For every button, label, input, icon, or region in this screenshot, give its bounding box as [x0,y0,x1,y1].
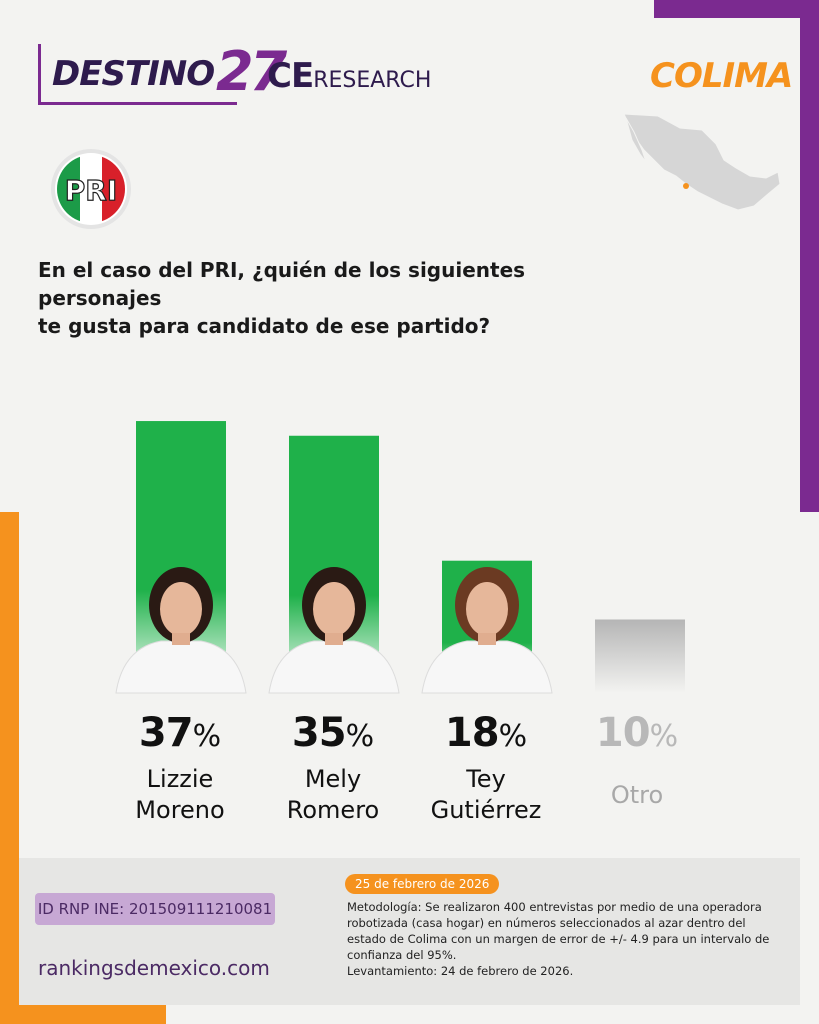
value-label-2: 35% [291,710,375,756]
ce-research-logo: CERESEARCH [267,56,431,96]
category-label-4: Otro [610,781,664,809]
logo-ce-text: CE [267,56,314,96]
purple-frame-top [654,0,819,18]
mexico-map-icon [623,113,781,211]
state-title: COLIMA [650,56,793,96]
date-badge: 25 de febrero de 2026 [345,874,500,894]
website-link[interactable]: rankingsdemexico.com [38,956,270,980]
pri-logo-icon: PRI [51,149,131,229]
question-line-1: En el caso del PRI, ¿quién de los siguie… [38,258,526,310]
bar-1 [136,421,226,693]
question-line-2: te gusta para candidato de ese partido? [38,314,491,338]
value-label-3: 18% [444,710,528,756]
bar-2 [289,435,379,693]
bar-4 [595,619,685,693]
category-label-3: Tey Gutiérrez [430,765,542,824]
candidate-photo-3 [421,567,553,694]
orange-frame-left [0,512,19,1024]
colima-marker [683,183,689,189]
purple-frame-right [800,0,819,512]
category-label-2: Mely Romero [286,765,380,824]
logo-destino-number: 27 [216,40,287,103]
methodology-paragraph: Metodología: Se realizaron 400 entrevist… [347,900,770,962]
destino-27-logo: DESTINO 27 [38,40,287,105]
rnp-badge: ID RNP INE: 201509111210081 [35,893,275,925]
value-label-4: 10% [595,710,679,756]
category-label-1: Lizzie Moreno [135,765,225,824]
survey-question: En el caso del PRI, ¿quién de los siguie… [38,256,598,340]
methodology-text: Metodología: Se realizaron 400 entrevist… [347,899,787,979]
fieldwork-date: Levantamiento: 24 de febrero de 2026. [347,964,574,978]
value-label-1: 37% [138,710,222,756]
bar-3 [442,560,532,693]
orange-frame-bottom [0,1005,166,1024]
logo-bracket [38,44,237,105]
pri-logo-text: PRI [65,174,118,207]
candidate-photo-1 [115,567,247,694]
logo-research-text: RESEARCH [313,68,432,93]
logo-destino-word: DESTINO [52,54,215,94]
candidate-photo-2 [268,567,400,694]
